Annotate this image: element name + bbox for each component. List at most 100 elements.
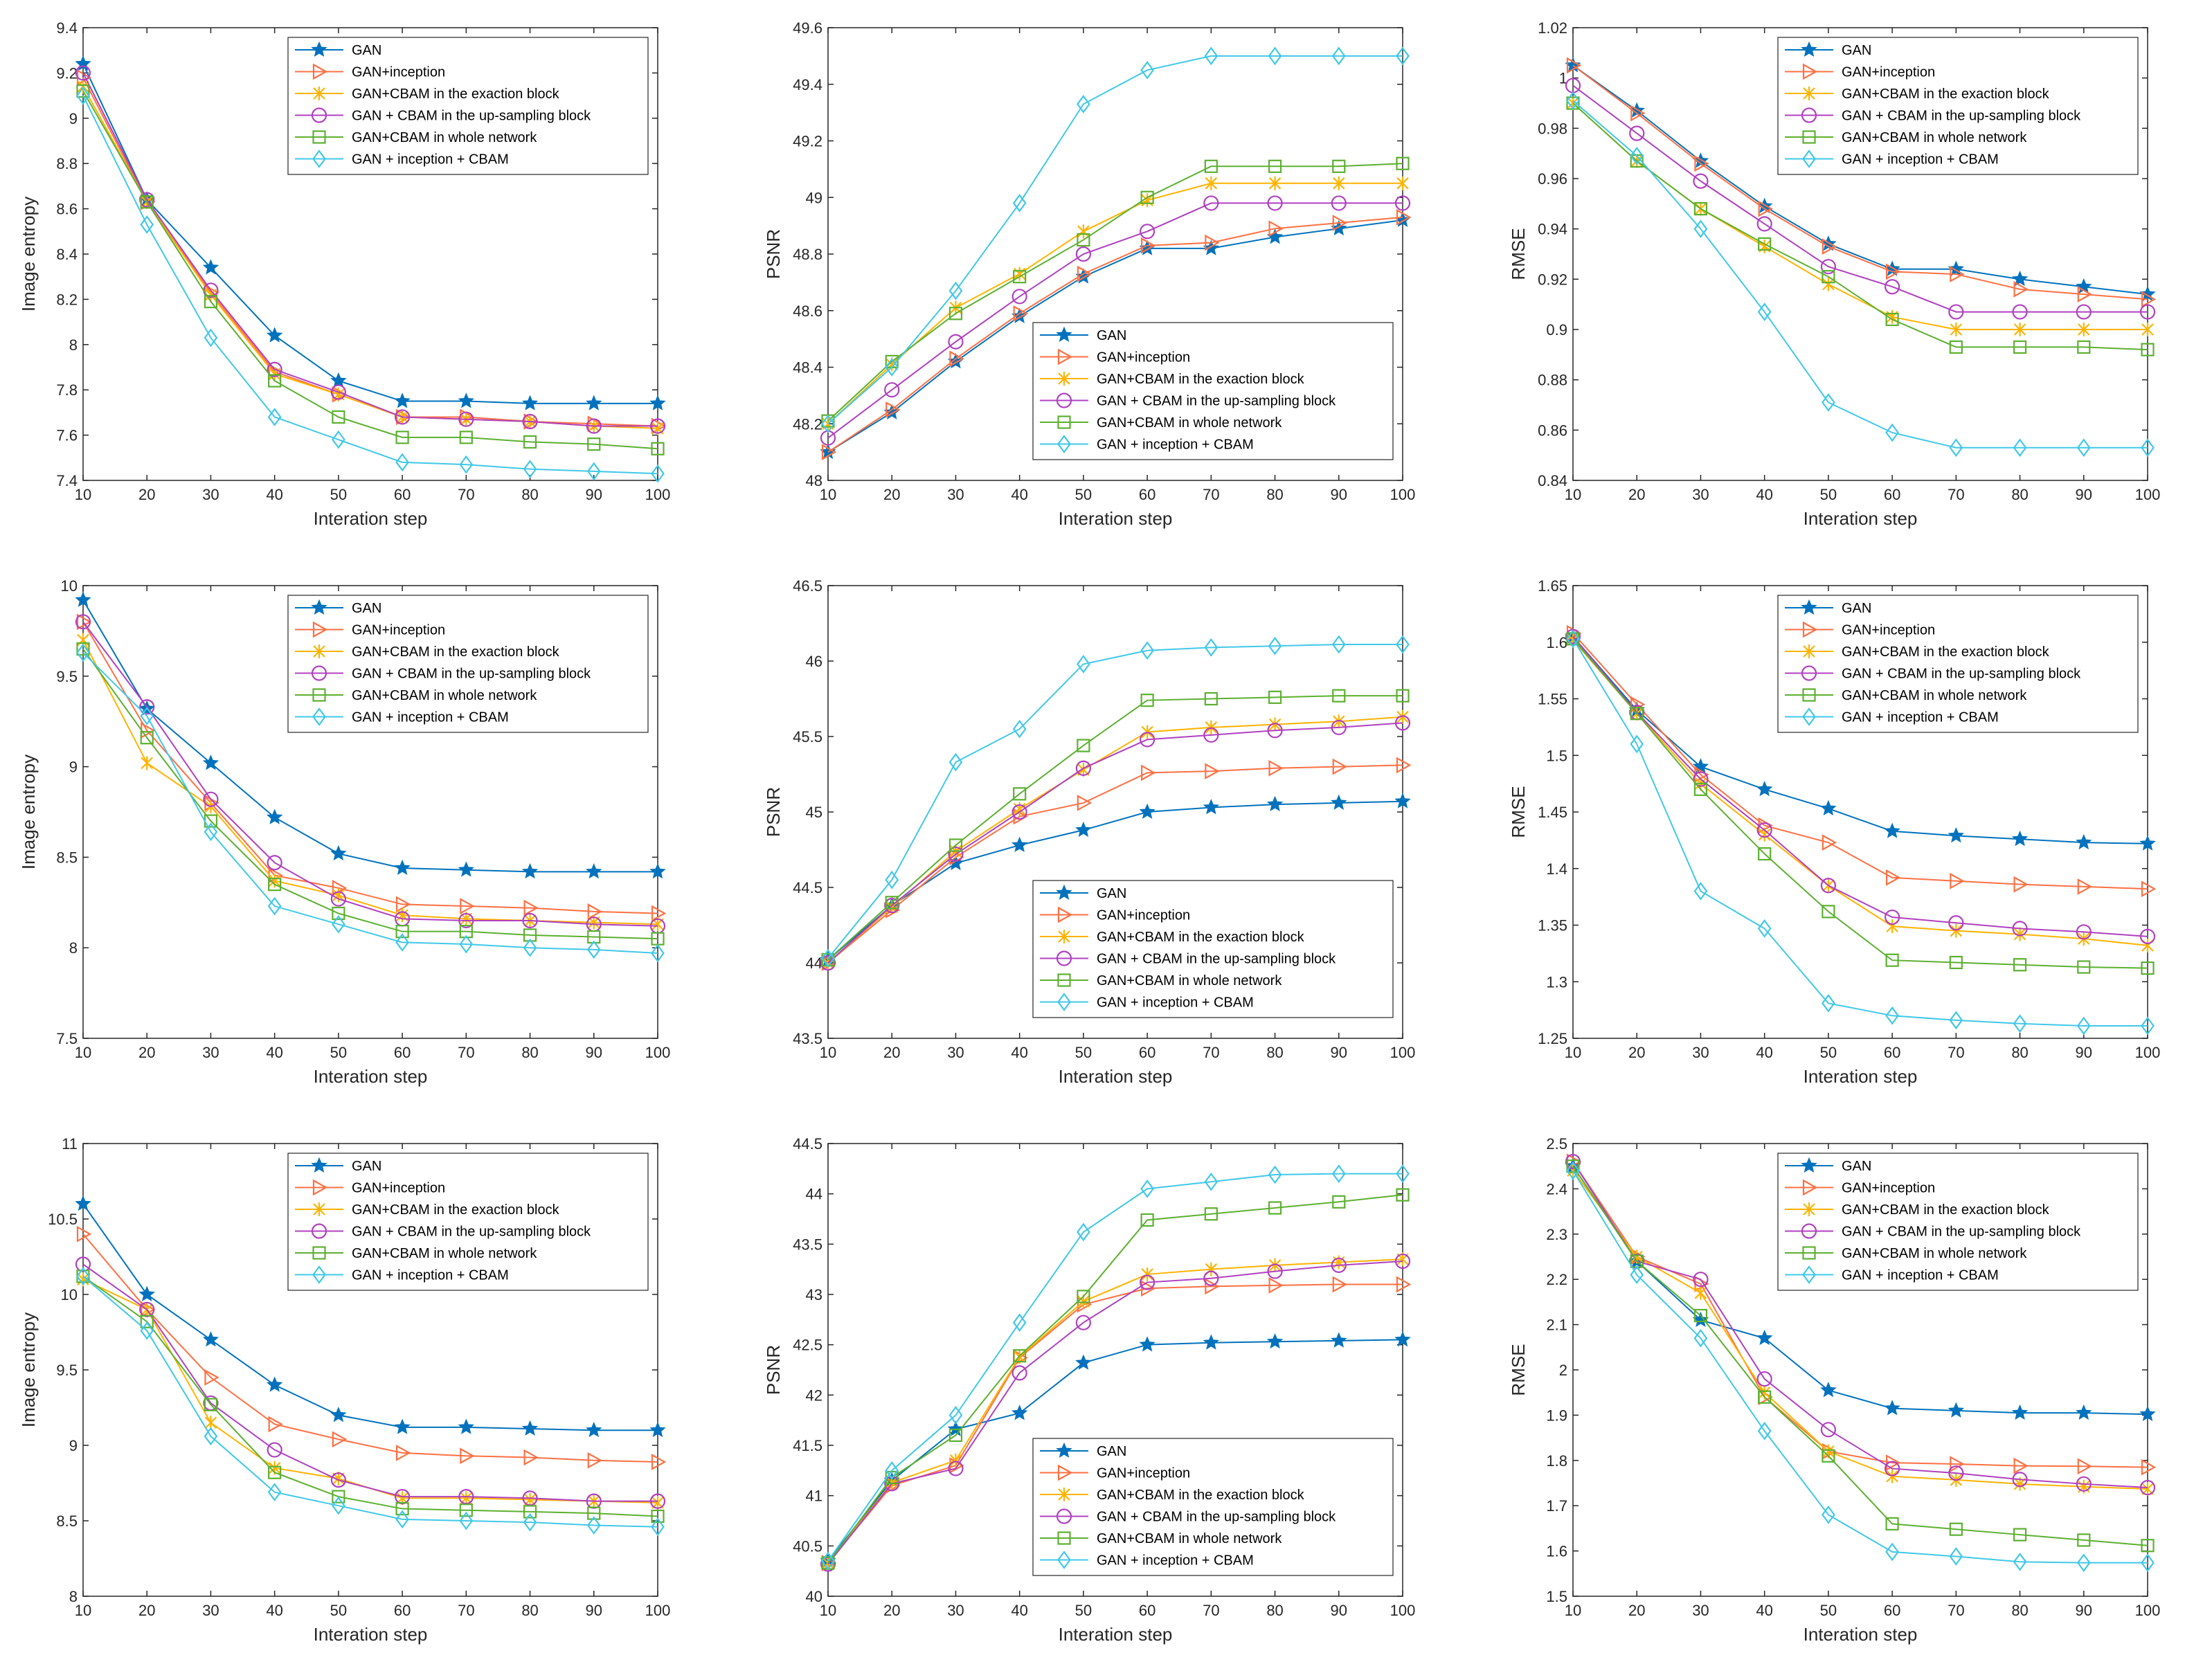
y-tick-label: 7.4 [56, 472, 78, 489]
series-line [827, 695, 1403, 961]
data-point [1268, 46, 1282, 66]
data-point [1332, 1195, 1346, 1209]
x-tick-label: 60 [1884, 486, 1900, 503]
data-point [2013, 958, 2027, 972]
y-tick-label: 7.5 [56, 1030, 78, 1047]
legend-box [287, 37, 649, 175]
series-line [1572, 1166, 2148, 1416]
y-tick-label: 44.5 [793, 1135, 822, 1153]
legend-marker [1056, 1508, 1072, 1524]
data-point [1267, 195, 1283, 211]
x-tick-label: 60 [394, 486, 411, 503]
series-group [76, 643, 665, 963]
legend-marker [1802, 707, 1816, 726]
y-tick-label: 0.94 [1538, 221, 1567, 238]
legend-label: GAN + inception + CBAM [352, 710, 509, 725]
data-point [1566, 629, 1580, 649]
x-tick-label: 90 [586, 1044, 602, 1061]
x-tick-label: 20 [883, 1044, 900, 1061]
y-tick-label: 10 [61, 1286, 78, 1303]
data-point [1396, 46, 1410, 66]
data-point [1077, 1222, 1090, 1242]
x-tick-label: 90 [2076, 486, 2092, 503]
data-point [1693, 882, 1708, 901]
y-tick-label: 2.1 [1546, 1317, 1567, 1334]
x-tick-label: 70 [1948, 1602, 1964, 1619]
x-tick-label: 70 [458, 1044, 474, 1061]
x-tick-label: 60 [394, 1044, 411, 1061]
legend-marker [1803, 644, 1815, 658]
data-point [948, 307, 963, 320]
data-point [460, 1447, 475, 1465]
y-tick-label: 44 [806, 1186, 822, 1203]
data-point [1332, 176, 1345, 190]
data-point [76, 642, 90, 656]
data-point [2139, 1479, 2156, 1496]
data-point [2013, 1528, 2027, 1542]
line-chart: 10 20 30 40 50 60 70 80 90 100 48 48.2 48.4 48.6 48.8 4… [763, 19, 1415, 529]
data-point [1757, 919, 1772, 938]
data-point [1885, 1461, 1900, 1476]
data-point [521, 1420, 539, 1436]
data-point [1694, 1285, 1707, 1300]
legend-label: GAN+CBAM in the exaction block [1842, 1202, 2050, 1218]
data-point [1268, 1277, 1284, 1294]
x-tick-label: 60 [1139, 1044, 1156, 1061]
data-point [1268, 690, 1282, 704]
legend: GAN GAN+inception GAN+CBAM in the exaction… [1032, 322, 1394, 460]
y-tick-label: 8.5 [56, 1512, 78, 1530]
y-tick-label: 9.5 [56, 668, 78, 685]
legend-label: GAN + inception + CBAM [352, 1268, 509, 1283]
data-point [2013, 1014, 2027, 1033]
series-line [82, 72, 658, 427]
legend-label: GAN [352, 601, 381, 616]
data-point [332, 1496, 345, 1515]
legend: GAN GAN+inception GAN+CBAM in the exaction… [1777, 595, 2139, 733]
data-point [2013, 340, 2027, 354]
data-point [2013, 438, 2027, 458]
legend-label: GAN+inception [1842, 65, 1935, 80]
y-tick-label: 9 [69, 1437, 78, 1454]
x-tick-label: 30 [947, 1602, 964, 1619]
data-point [1267, 1263, 1283, 1279]
data-point [460, 898, 475, 914]
data-point [204, 1398, 218, 1411]
x-tick-label: 20 [883, 1602, 900, 1619]
x-tick-label: 10 [820, 486, 836, 503]
data-point [1331, 1257, 1347, 1273]
series-group [821, 635, 1410, 968]
data-point [1822, 1449, 1835, 1463]
legend-marker [312, 1179, 328, 1196]
legend-marker [1057, 993, 1071, 1011]
legend-box [1032, 1438, 1394, 1576]
series-group [75, 1256, 666, 1509]
legend-marker [1801, 665, 1817, 681]
data-point [522, 413, 538, 430]
series-group [1566, 57, 2157, 308]
x-tick-label: 40 [1011, 486, 1027, 503]
series-group [75, 1195, 666, 1438]
y-tick-label: 46 [806, 653, 822, 670]
data-point [1820, 800, 1837, 816]
x-tick-label: 40 [1011, 1602, 1027, 1619]
series-line [827, 1339, 1403, 1562]
data-point [1266, 795, 1284, 812]
data-point [885, 358, 899, 377]
legend-marker [313, 644, 325, 658]
y-tick-label: 43.5 [793, 1030, 822, 1047]
data-point [332, 1431, 348, 1448]
legend-label: GAN [1842, 601, 1871, 616]
x-axis-label: Interation step [1804, 1624, 1918, 1645]
data-point [1396, 208, 1412, 226]
data-point [1140, 190, 1154, 204]
data-point [523, 1449, 539, 1466]
series-line [827, 722, 1403, 964]
data-point [1758, 1390, 1772, 1404]
data-point [140, 195, 154, 209]
data-point [396, 1445, 411, 1461]
x-tick-label: 10 [820, 1602, 836, 1619]
data-point [523, 460, 537, 479]
data-point [2076, 438, 2091, 458]
legend-marker [313, 87, 325, 100]
data-point [1886, 1469, 1898, 1483]
